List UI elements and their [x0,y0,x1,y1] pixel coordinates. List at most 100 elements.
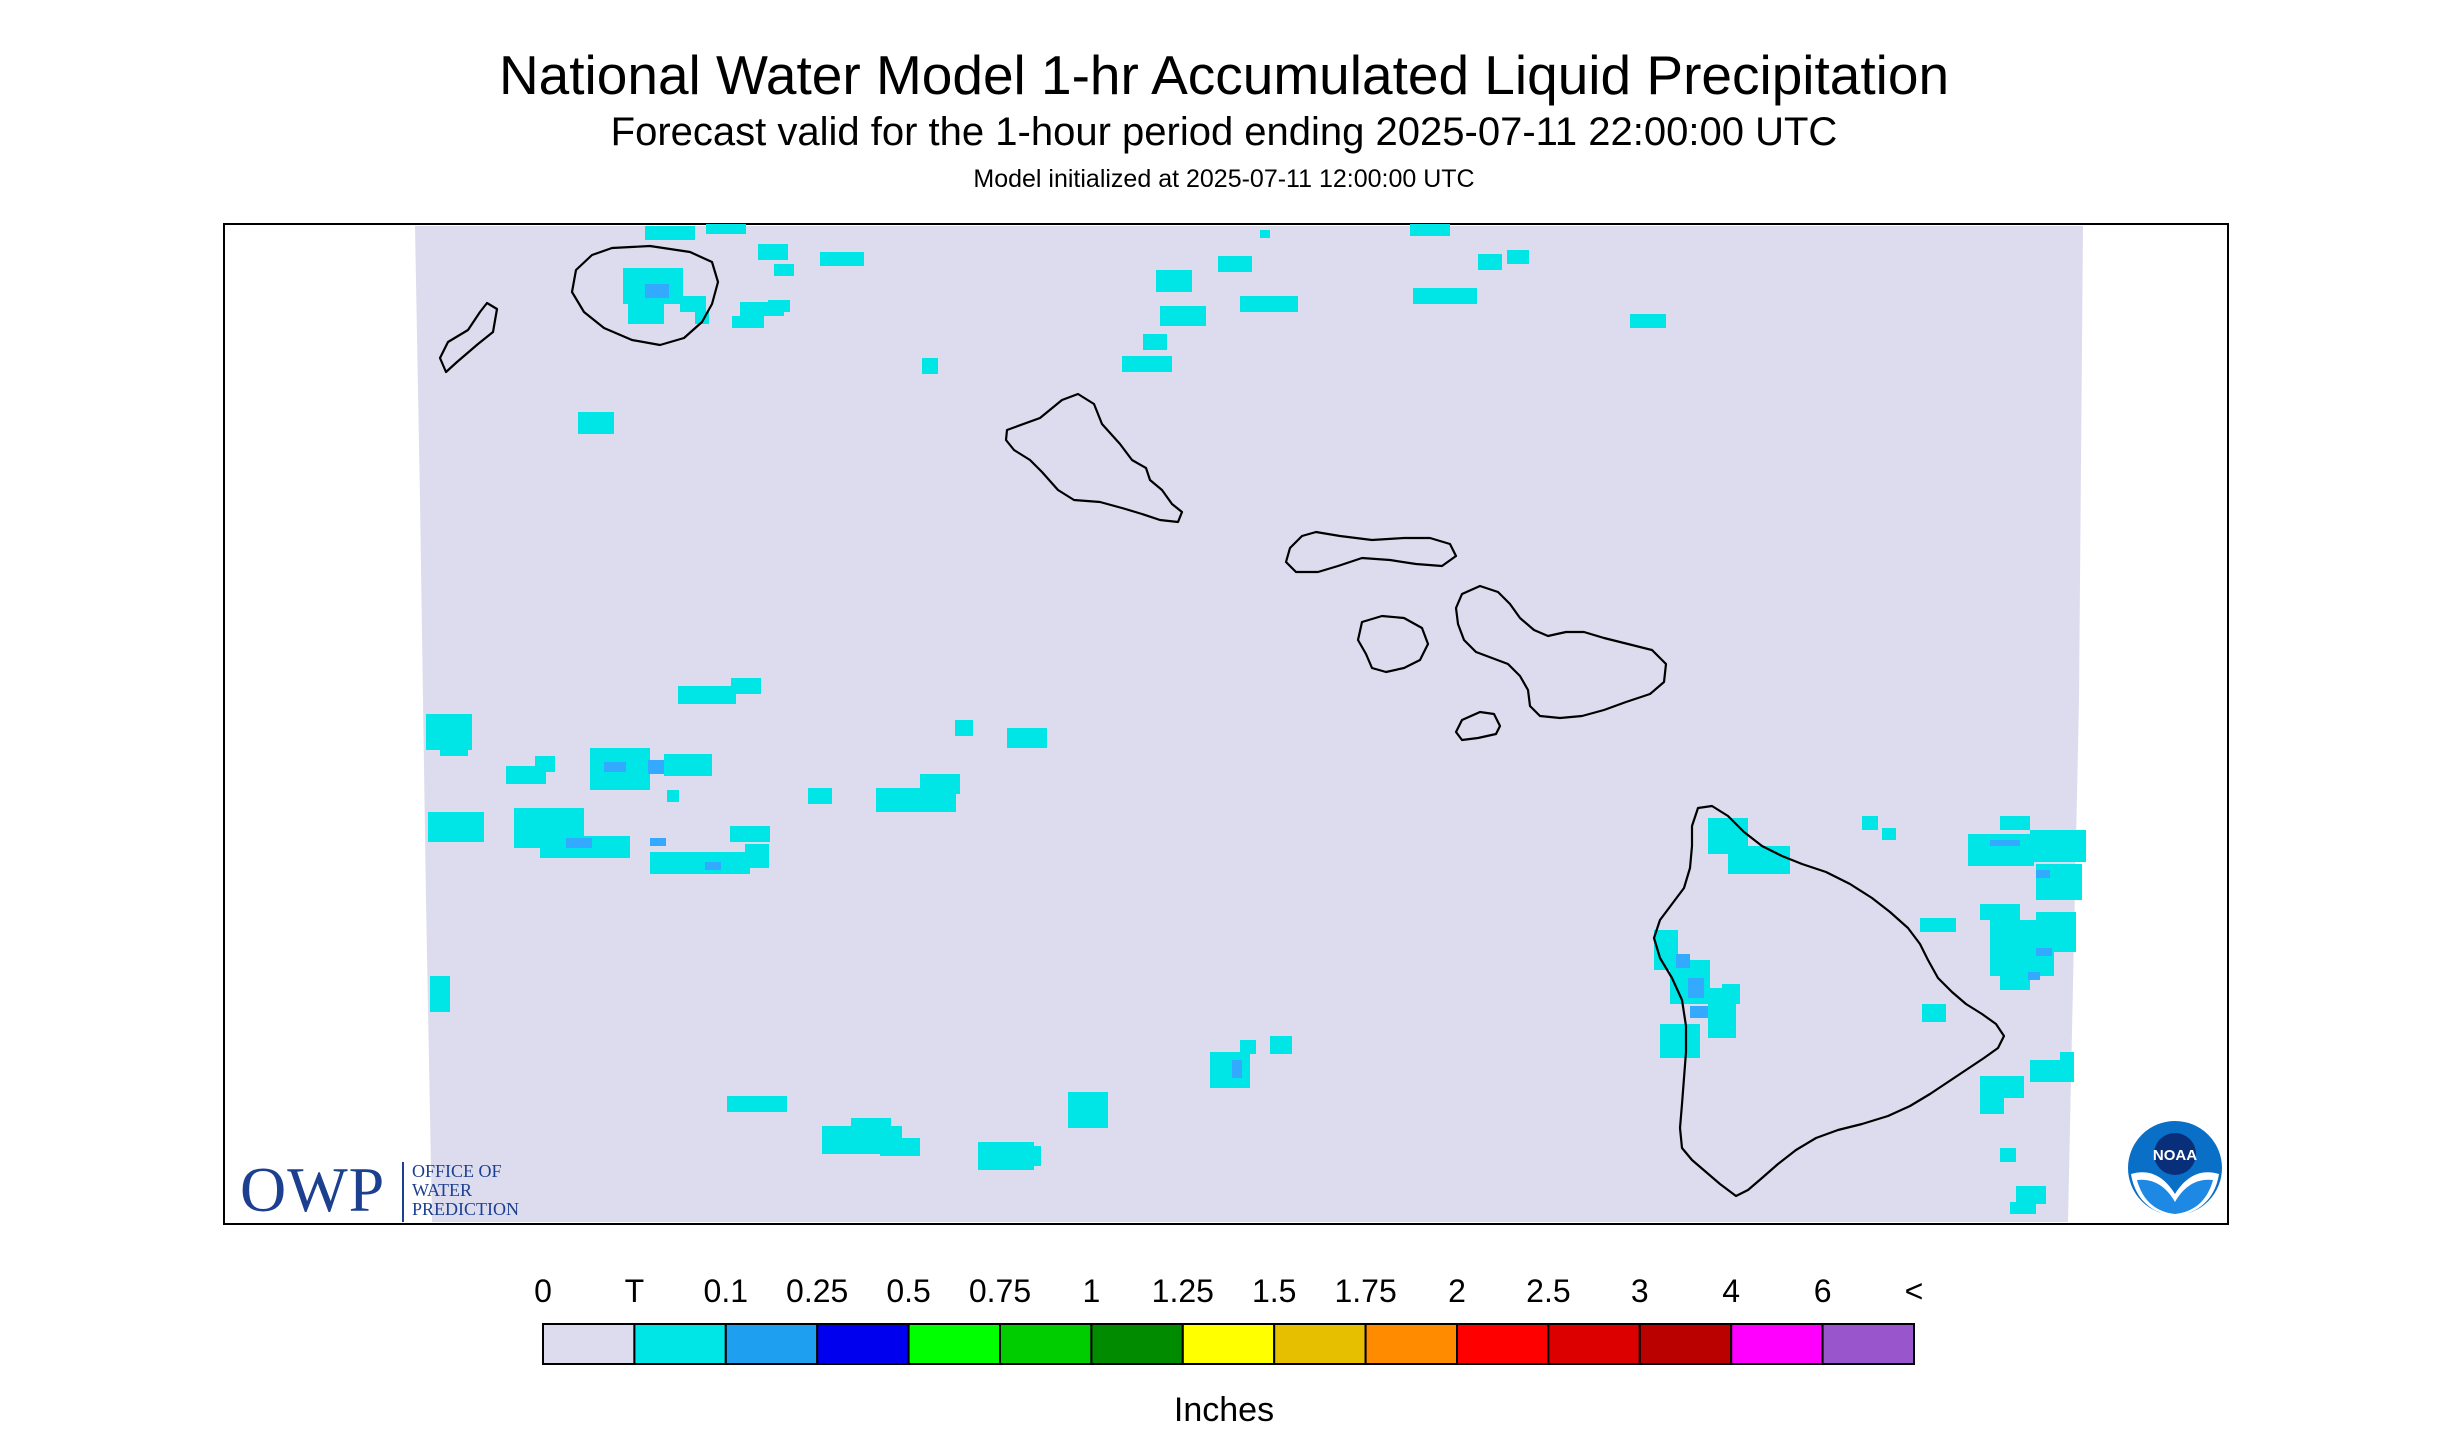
precip-cell [1922,1004,1946,1022]
legend-swatch [542,1323,636,1365]
model-init-caption: Model initialized at 2025-07-11 12:00:00… [973,165,1475,193]
precip-cell [578,412,614,434]
precip-cell [1413,288,1477,304]
precip-cell [430,976,450,1012]
precip-cell [732,316,764,328]
legend-tick-label: 1.75 [1334,1273,1397,1309]
island-kahoolawe [1454,710,1502,742]
precip-cell [978,1142,1034,1170]
owp-logo-line1: OFFICE OF [412,1161,502,1181]
precip-cell [774,264,794,276]
precip-cell [2036,948,2052,956]
precip-cell [1990,840,2020,846]
precip-cell [820,252,864,266]
precip-cell [705,862,721,870]
legend-swatch [724,1323,819,1365]
model-grid-domain [415,226,2083,1222]
precip-cell [1507,250,1529,264]
precip-cell [2036,864,2082,900]
legend-tick-label: T [624,1273,645,1309]
precip-cell [2036,870,2050,878]
precip-cell [645,284,669,298]
precip-cell [628,302,664,324]
owp-logo-line2: WATER [412,1180,472,1200]
precip-cell [727,1096,787,1112]
legend-swatch [1456,1323,1550,1365]
legend-tick-label: 4 [1722,1273,1741,1309]
legend-swatch [1364,1323,1458,1365]
precip-cell [1920,918,1956,932]
island-molokai [1284,530,1458,574]
precip-cell [2000,816,2030,830]
legend-swatch [907,1323,1001,1365]
precip-cell [1122,356,1172,372]
precip-cell [2000,954,2030,990]
precip-cell [680,296,706,312]
owp-logo-text: OFFICE OF WATER PREDICTION [412,1162,519,1219]
precip-cell [922,358,938,374]
map-title: National Water Model 1-hr Accumulated Li… [498,44,1950,106]
legend-color-bar [542,1323,1915,1365]
legend-tick-label: 0.25 [786,1273,849,1309]
island-niihau [438,301,499,374]
island-kauai [570,244,720,347]
owp-logo-letters: OWP [240,1154,386,1225]
precip-cell [1410,224,1450,236]
precip-cell [955,720,973,736]
island-hawaii [1652,804,2006,1198]
legend-swatch [1181,1323,1276,1365]
legend-swatch [1273,1323,1367,1365]
legend-tick-label: < [1904,1273,1924,1309]
precip-cell [1722,984,1740,1004]
coastlines [438,244,2006,1198]
precip-cell [768,300,790,312]
legend-tick-label: 1.25 [1151,1273,1214,1309]
precip-cell [440,740,468,756]
legend-units-label: Inches [1173,1391,1275,1429]
precip-cell [650,838,666,846]
legend-swatch [816,1323,910,1365]
legend-tick-label: 2 [1448,1273,1466,1309]
precip-cell [1882,828,1896,840]
precip-cell [604,762,626,772]
precip-cell [920,774,960,794]
precip-cell [2028,972,2040,980]
island-maui [1454,584,1668,720]
precip-cell [745,844,769,868]
precip-cell [730,826,770,842]
precip-cell [1980,1076,2024,1098]
precip-cell [1690,1006,1710,1018]
precip-cell [1007,728,1047,748]
legend-tick-label: 2.5 [1526,1273,1571,1309]
noaa-logo[interactable]: NOAA [2125,1118,2225,1218]
precip-cell [1240,296,1298,312]
legend-tick-label: 3 [1630,1273,1649,1309]
legend-swatch [633,1323,727,1365]
legend-swatch [1821,1323,1915,1365]
precip-cell [1160,306,1206,326]
precip-cell [1688,978,1704,998]
precip-cell [2016,1186,2046,1204]
precip-cell [428,812,484,842]
precip-cell [1232,1060,1242,1078]
owp-logo-divider [402,1162,404,1222]
island-oahu [1004,392,1184,524]
legend-swatch [1090,1323,1184,1365]
precip-cell [706,224,746,234]
precip-cell [1218,256,1252,272]
precip-cell [1630,314,1666,328]
precip-cell [664,754,712,776]
precip-cell [758,244,788,260]
precip-cell [1156,270,1192,292]
precip-cell [808,788,832,804]
noaa-logo-text: NOAA [2153,1147,2197,1164]
precip-cell [731,678,761,694]
precip-cell [1862,816,1878,830]
legend-tick-label: 0.75 [968,1273,1032,1309]
precip-cell [1478,254,1502,270]
precip-cell [1660,1024,1700,1058]
precip-cell [880,1138,920,1156]
precip-cell [650,852,750,874]
precip-cell [1210,1052,1250,1088]
